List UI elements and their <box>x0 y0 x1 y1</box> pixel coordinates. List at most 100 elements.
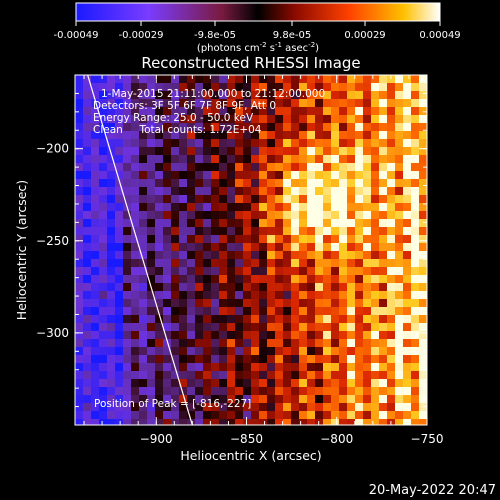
heatmap-cell <box>131 363 139 371</box>
heatmap-cell <box>219 323 227 331</box>
heatmap-cell <box>107 307 115 315</box>
heatmap-cell <box>403 243 411 251</box>
heatmap-cell <box>267 291 275 299</box>
heatmap-cell <box>395 171 403 179</box>
heatmap-cell <box>387 371 395 379</box>
heatmap-cell <box>387 379 395 387</box>
heatmap-cell <box>299 315 307 323</box>
heatmap-cell <box>187 155 195 163</box>
heatmap-cell <box>235 195 243 203</box>
heatmap-cell <box>323 219 331 227</box>
heatmap-cell <box>163 227 171 235</box>
heatmap-cell <box>283 107 291 115</box>
heatmap-cell <box>267 259 275 267</box>
heatmap-cell <box>99 107 107 115</box>
heatmap-cell <box>235 99 243 107</box>
heatmap-cell <box>163 395 171 403</box>
heatmap-cell <box>251 411 259 419</box>
heatmap-cell <box>171 83 179 91</box>
heatmap-cell <box>227 259 235 267</box>
heatmap-cell <box>203 267 211 275</box>
heatmap-cell <box>211 379 219 387</box>
heatmap-cell <box>203 291 211 299</box>
heatmap-cell <box>267 163 275 171</box>
chart-title: Reconstructed RHESSI Image <box>141 54 360 72</box>
heatmap-cell <box>83 211 91 219</box>
heatmap-cell <box>235 243 243 251</box>
heatmap-cell <box>83 283 91 291</box>
heatmap-cell <box>91 331 99 339</box>
heatmap-cell <box>235 387 243 395</box>
heatmap-cell <box>123 243 131 251</box>
heatmap-cell <box>259 419 267 425</box>
heatmap-cell <box>123 155 131 163</box>
heatmap-cell <box>91 307 99 315</box>
heatmap-cell <box>171 91 179 99</box>
heatmap-cell <box>355 91 363 99</box>
heatmap-cell <box>107 347 115 355</box>
heatmap-cell <box>107 323 115 331</box>
heatmap-cell <box>163 339 171 347</box>
heatmap-cell <box>195 107 203 115</box>
heatmap-cell <box>259 259 267 267</box>
heatmap-cell <box>267 411 275 419</box>
heatmap-cell <box>99 283 107 291</box>
heatmap-cell <box>403 395 411 403</box>
heatmap-cell <box>171 299 179 307</box>
heatmap-cell <box>227 411 235 419</box>
heatmap-cell <box>355 291 363 299</box>
heatmap-cell <box>211 115 219 123</box>
heatmap-cell <box>139 131 147 139</box>
heatmap-cell <box>283 419 291 425</box>
heatmap-cell <box>259 211 267 219</box>
heatmap-cell <box>139 347 147 355</box>
heatmap-cell <box>219 339 227 347</box>
heatmap-cell <box>323 115 331 123</box>
heatmap-cell <box>75 411 83 419</box>
x-axis-label: Heliocentric X (arcsec) <box>180 448 321 463</box>
heatmap-cell <box>371 171 379 179</box>
heatmap-cell <box>155 371 163 379</box>
heatmap-cell <box>331 347 339 355</box>
heatmap-cell <box>355 259 363 267</box>
heatmap-cell <box>179 275 187 283</box>
heatmap-cell <box>347 339 355 347</box>
heatmap-cell <box>419 363 427 371</box>
heatmap-cell <box>83 83 91 91</box>
heatmap-cell <box>91 299 99 307</box>
heatmap-cell <box>115 91 123 99</box>
colorbar-tick-label: 9.8e-05 <box>273 30 311 41</box>
heatmap-cell <box>203 235 211 243</box>
heatmap-cell <box>91 395 99 403</box>
heatmap-cell <box>187 243 195 251</box>
heatmap-cell <box>379 299 387 307</box>
heatmap-cell <box>179 171 187 179</box>
heatmap-cell <box>123 275 131 283</box>
heatmap-cell <box>299 387 307 395</box>
heatmap-cell <box>339 139 347 147</box>
heatmap-cell <box>395 339 403 347</box>
heatmap-cell <box>147 139 155 147</box>
heatmap-cell <box>227 379 235 387</box>
heatmap-cell <box>283 131 291 139</box>
heatmap-cell <box>219 91 227 99</box>
heatmap-cell <box>187 75 195 83</box>
heatmap-cell <box>379 387 387 395</box>
heatmap-cell <box>195 331 203 339</box>
heatmap-cell <box>403 107 411 115</box>
heatmap-cell <box>331 379 339 387</box>
heatmap-cell <box>339 187 347 195</box>
heatmap-cell <box>187 339 195 347</box>
heatmap-cell <box>75 139 83 147</box>
heatmap-cell <box>363 115 371 123</box>
heatmap-cell <box>211 387 219 395</box>
heatmap-cell <box>259 83 267 91</box>
heatmap-cell <box>211 259 219 267</box>
heatmap-cell <box>187 379 195 387</box>
heatmap-cell <box>155 99 163 107</box>
heatmap-cell <box>171 243 179 251</box>
heatmap-cell <box>379 155 387 163</box>
heatmap-cell <box>187 115 195 123</box>
heatmap-cell <box>139 283 147 291</box>
heatmap-cell <box>363 147 371 155</box>
